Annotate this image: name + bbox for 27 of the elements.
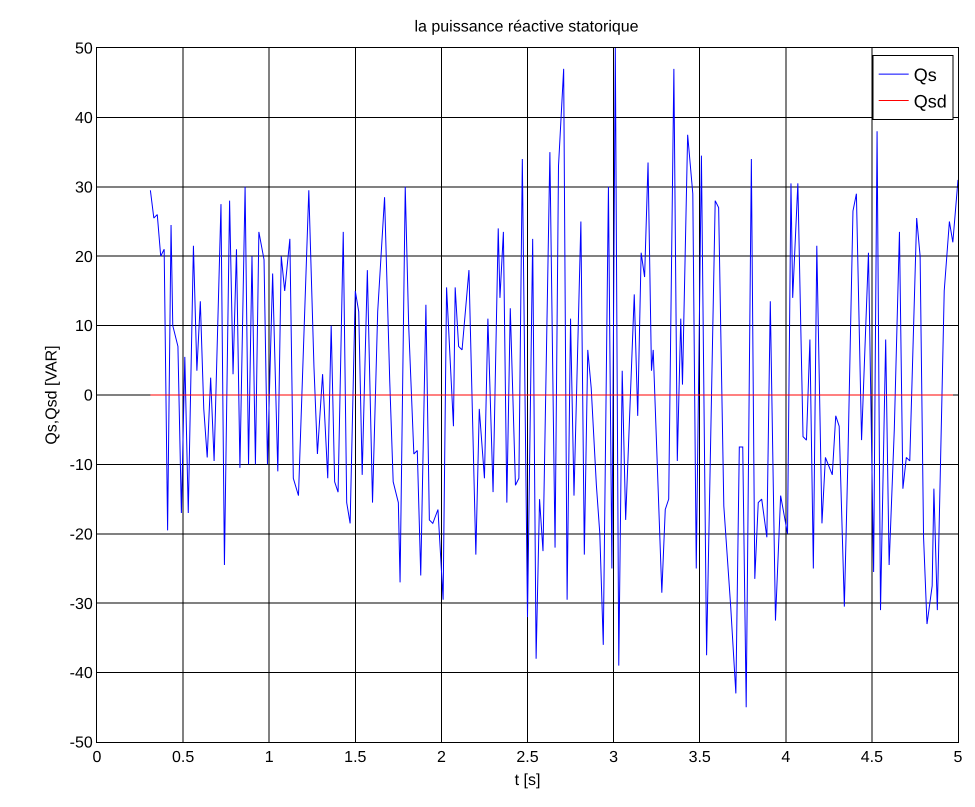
y-tick-label: -40	[70, 665, 93, 682]
x-tick-label: 2	[436, 749, 446, 766]
y-tick-label: -10	[70, 457, 93, 474]
y-tick-label: 20	[75, 248, 93, 266]
y-tick-label: 10	[75, 318, 93, 336]
line-series	[150, 48, 958, 708]
x-tick-label: 1	[264, 749, 274, 766]
x-axis-title: t [s]	[514, 772, 540, 789]
chart-title: la puissance réactive statorique	[414, 18, 639, 36]
y-tick-label: 40	[75, 110, 93, 127]
y-axis-title: Qs,Qsd [VAR]	[44, 345, 61, 445]
x-tick-label: 4	[781, 749, 790, 766]
legend-label: Qsd	[914, 92, 947, 112]
y-tick-label: -50	[70, 734, 93, 752]
x-tick-label: 0.5	[172, 749, 194, 766]
y-tick-label: 30	[75, 179, 93, 196]
y-tick-label: -20	[70, 526, 93, 544]
y-tick-label: 50	[75, 40, 93, 58]
x-tick-label: 3	[609, 749, 618, 766]
x-tick-label: 2.5	[516, 749, 539, 766]
x-tick-label: 1.5	[344, 749, 367, 766]
x-tick-label: 5	[954, 749, 963, 766]
y-tick-label: -30	[70, 596, 93, 613]
legend-label: Qs	[914, 65, 937, 86]
x-tick-label: 3.5	[688, 749, 711, 766]
y-tick-label: 0	[84, 388, 93, 405]
x-tick-label: 4.5	[860, 749, 884, 766]
